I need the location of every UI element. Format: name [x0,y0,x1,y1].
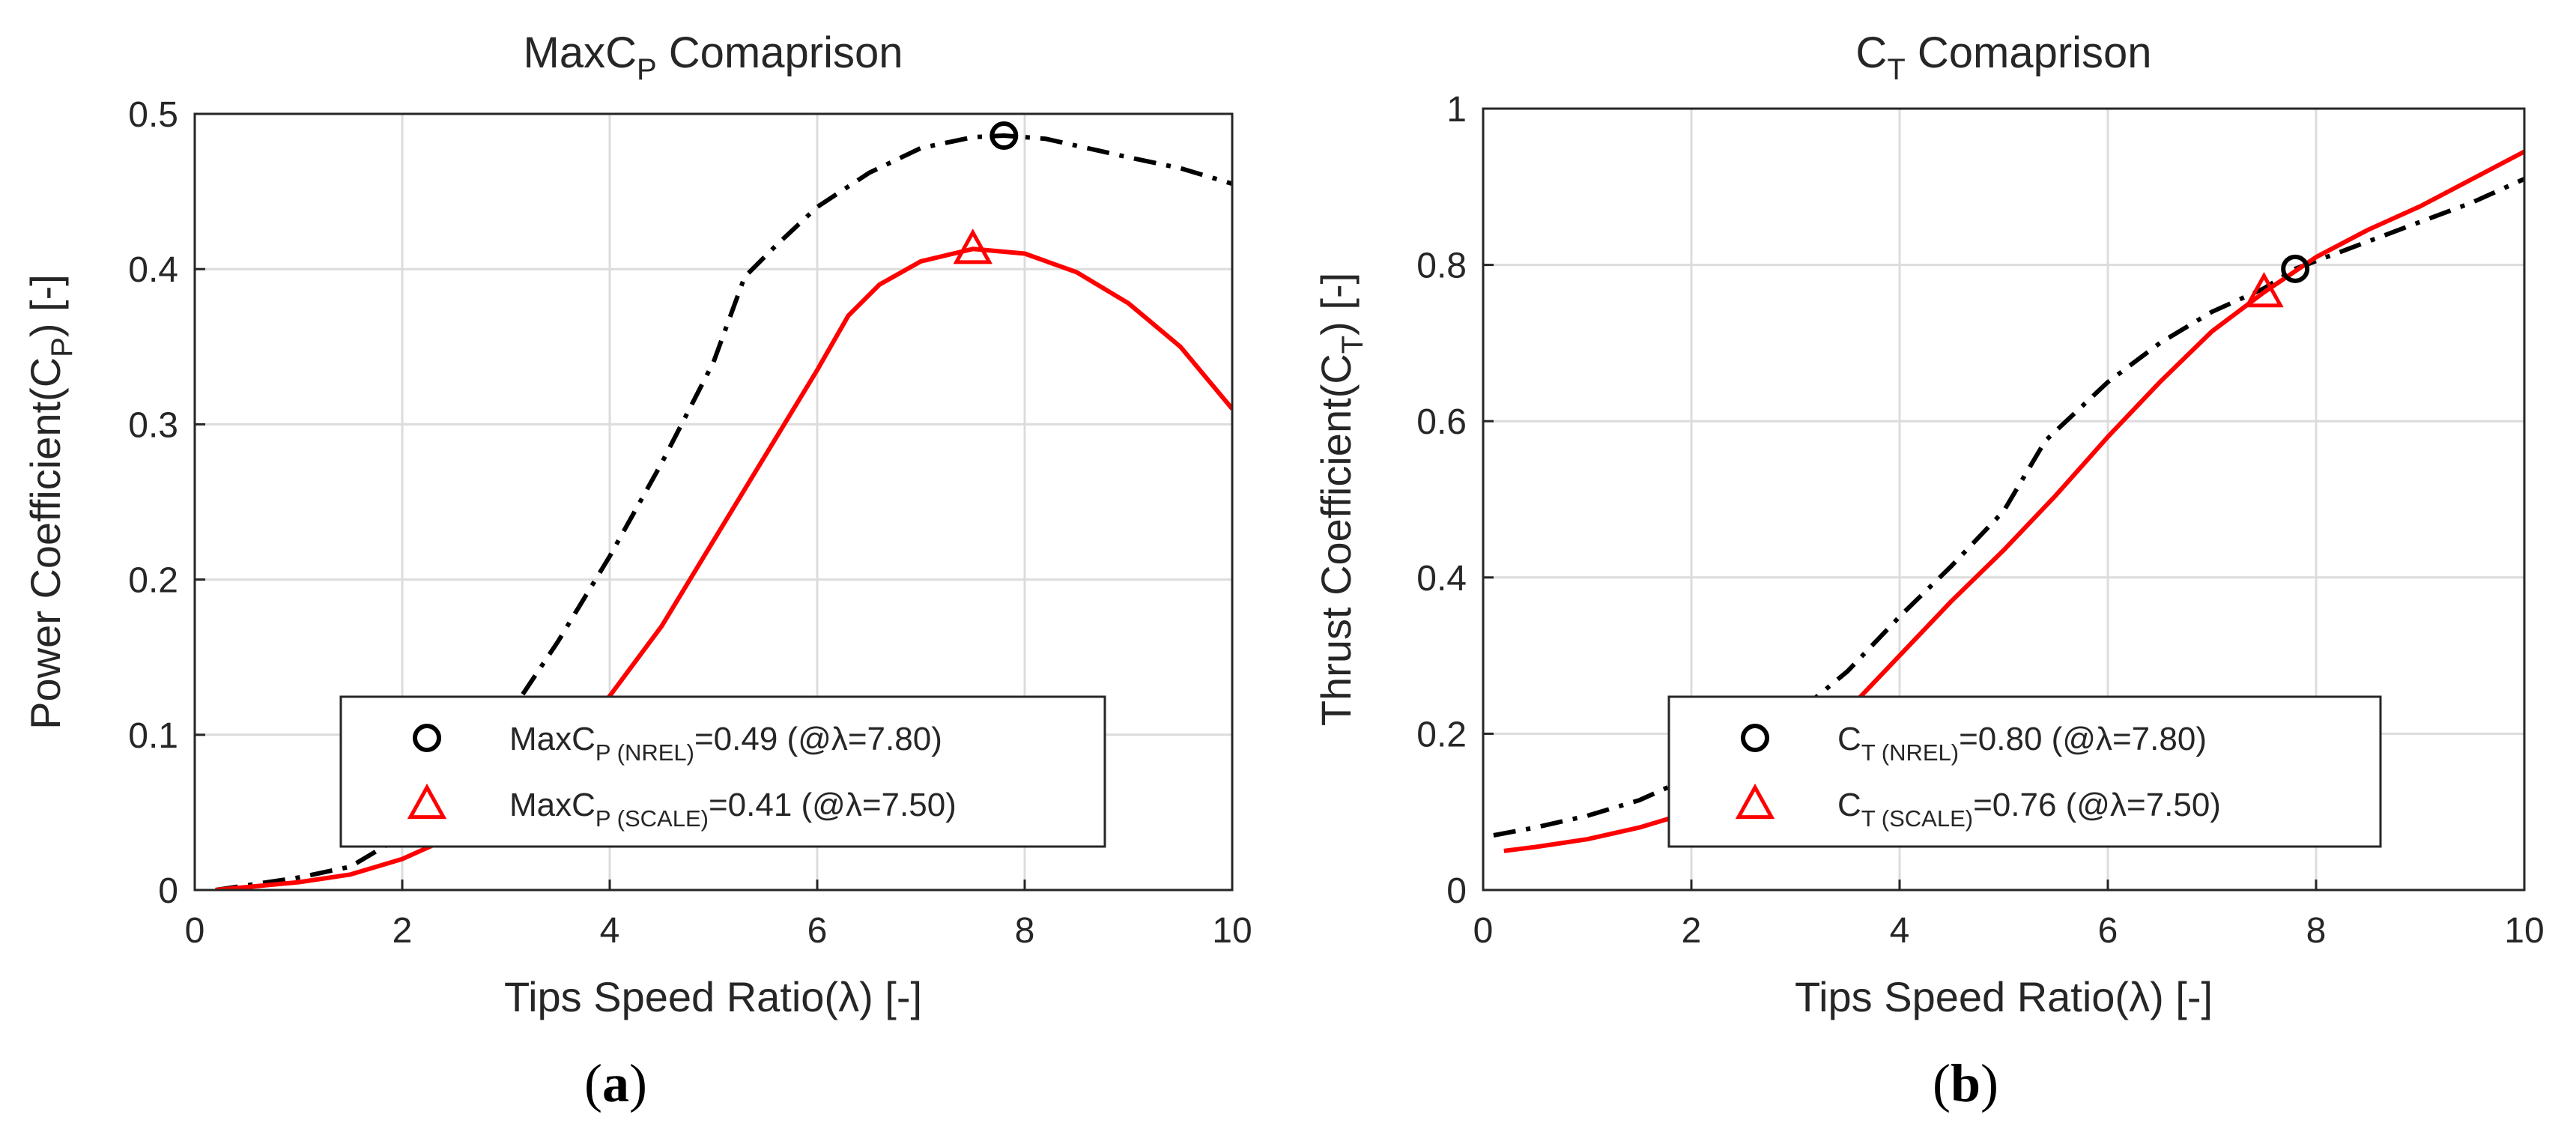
panel-label-open: ( [584,1053,602,1113]
y-axis-label: Power Coefficient(CP) [-] [22,274,79,730]
legend-entry-main: C [1837,721,1861,757]
legend-entry: CT (NREL)=0.80 (@λ=7.80) [1837,721,2207,766]
legend-symbol-scale [407,783,447,820]
x-tick-label: 2 [393,911,413,951]
panel-label-close: ) [629,1053,647,1113]
chart-title-subscript: T [1887,53,1905,86]
x-tick-label: 0 [1473,911,1494,951]
x-tick-label: 6 [807,911,828,951]
legend-entry: MaxCP (SCALE)=0.41 (@λ=7.50) [509,787,957,832]
legend-entry-rest: =0.49 (@λ=7.80) [694,721,942,757]
panel-label-letter: a [602,1053,629,1113]
x-tick-label: 10 [1212,911,1252,951]
panel-label-open: ( [1933,1053,1951,1113]
series-line-scale [215,246,1232,890]
series-line-nrel [1493,177,2524,838]
axes-box [193,112,1234,892]
x-tick-label: 4 [600,911,620,951]
series-line-scale [1503,149,2524,853]
y-tick-label: 0.4 [1416,559,1467,599]
legend-entry: CT (SCALE)=0.76 (@λ=7.50) [1837,787,2221,832]
panel-label: (b) [1933,1053,1998,1113]
legend-entry: MaxCP (NREL)=0.49 (@λ=7.80) [509,721,942,766]
y-tick-label: 0 [158,871,178,911]
chart-title-main: C [1855,28,1887,77]
x-axis-label: Tips Speed Ratio(λ) [-] [504,973,922,1020]
y-tick-label: 0.5 [128,95,178,135]
legend: MaxCP (NREL)=0.49 (@λ=7.80)MaxCP (SCALE)… [339,695,1106,848]
x-tick-label: 10 [2504,911,2544,951]
chart-title-rest: Comaprison [657,28,903,77]
y-axis-label-rest: ) [-] [1312,273,1360,336]
legend: CT (NREL)=0.80 (@λ=7.80)CT (SCALE)=0.76 … [1667,695,2382,848]
x-tick-label: 6 [2098,911,2118,951]
legend-entry-subscript: T (NREL) [1861,739,1959,766]
y-axis-label-subscript: T [1336,336,1369,354]
legend-box [339,695,1106,848]
axes-box [1482,107,2526,892]
y-tick-label: 0.2 [128,561,178,601]
chart-title-main: MaxC [524,28,637,77]
panel-label: (a) [584,1053,647,1113]
x-tick-label: 0 [185,911,205,951]
y-axis-label-rest: ) [-] [22,274,69,337]
y-tick-label: 0.1 [128,716,178,756]
x-tick-label: 4 [1890,911,1910,951]
y-tick-label: 0.6 [1416,402,1467,442]
x-tick-label: 2 [1682,911,1702,951]
legend-symbol-scale [1735,783,1775,820]
legend-entry-rest: =0.80 (@λ=7.80) [1959,721,2207,757]
y-tick-label: 0.2 [1416,715,1467,754]
y-axis-label-subscript: P [46,337,79,357]
series-line-nrel [215,133,1232,890]
x-axis-label: Tips Speed Ratio(λ) [-] [1795,973,2213,1020]
legend-box [1667,695,2382,848]
y-tick-label: 1 [1446,90,1467,130]
legend-entry-main: C [1837,787,1861,823]
chart-title: CT Comaprison [1855,28,2151,86]
panel-label-letter: b [1951,1053,1981,1113]
x-tick-label: 8 [1015,911,1035,951]
legend-entry-rest: =0.41 (@λ=7.50) [709,787,957,823]
y-tick-label: 0 [1446,871,1467,911]
chart-title: MaxCP Comaprison [524,28,903,86]
legend-symbol-nrel [413,724,441,752]
legend-entry-subscript: P (NREL) [595,739,694,766]
marker-nrel [990,121,1019,151]
legend-entry-rest: =0.76 (@λ=7.50) [1973,787,2221,823]
chart-title-rest: Comaprison [1906,28,2152,77]
y-tick-label: 0.3 [128,405,178,445]
y-axis-label-main: Thrust Coefficient(C [1312,354,1360,726]
y-axis-label: Thrust Coefficient(CT) [-] [1312,273,1369,726]
panel-label-close: ) [1981,1053,1998,1113]
legend-symbol-nrel [1741,724,1769,752]
marker-scale [953,228,992,264]
marker-scale [2244,271,2284,308]
y-tick-label: 0.8 [1416,246,1467,286]
legend-entry-main: MaxC [509,721,595,757]
legend-entry-main: MaxC [509,787,595,823]
y-axis-label-main: Power Coefficient(C [22,357,69,730]
marker-nrel [2281,254,2310,283]
x-tick-label: 8 [2306,911,2327,951]
y-tick-label: 0.4 [128,250,178,290]
chart-title-subscript: P [637,53,657,86]
legend-entry-subscript: T (SCALE) [1861,805,1973,832]
legend-entry-subscript: P (SCALE) [595,805,709,832]
